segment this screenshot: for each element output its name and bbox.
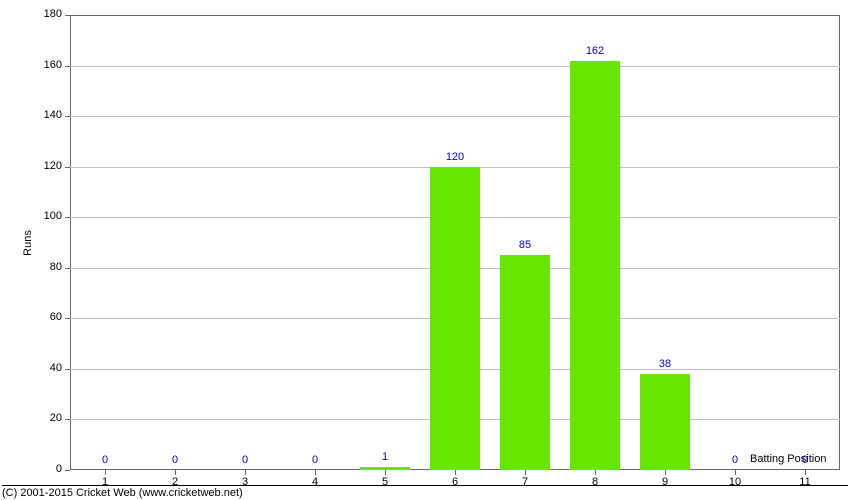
- y-tick: [65, 66, 70, 67]
- y-tick: [65, 470, 70, 471]
- x-tick: [175, 470, 176, 475]
- chart-container: Runs Batting Position (C) 2001-2015 Cric…: [0, 0, 850, 500]
- bar-value-label: 120: [430, 151, 480, 163]
- bar-value-label: 85: [500, 239, 550, 251]
- x-tick-label: 9: [650, 476, 680, 488]
- x-tick: [455, 470, 456, 475]
- bar-value-label: 0: [290, 454, 340, 466]
- x-tick-label: 3: [230, 476, 260, 488]
- y-tick-label: 0: [30, 463, 62, 475]
- x-tick: [315, 470, 316, 475]
- x-tick: [245, 470, 246, 475]
- y-tick-label: 100: [30, 210, 62, 222]
- x-tick-label: 2: [160, 476, 190, 488]
- x-tick: [805, 470, 806, 475]
- grid-line: [70, 66, 840, 67]
- y-tick: [65, 369, 70, 370]
- y-tick: [65, 217, 70, 218]
- y-tick-label: 60: [30, 311, 62, 323]
- x-tick-label: 10: [720, 476, 750, 488]
- x-tick: [665, 470, 666, 475]
- bar: [640, 374, 690, 470]
- bar-value-label: 0: [150, 454, 200, 466]
- y-tick-label: 180: [30, 8, 62, 20]
- y-tick: [65, 116, 70, 117]
- x-tick: [525, 470, 526, 475]
- y-tick: [65, 318, 70, 319]
- y-tick-label: 20: [30, 412, 62, 424]
- bar: [430, 167, 480, 470]
- y-tick-label: 40: [30, 362, 62, 374]
- x-tick-label: 1: [90, 476, 120, 488]
- x-tick: [385, 470, 386, 475]
- x-tick-label: 4: [300, 476, 330, 488]
- y-tick-label: 120: [30, 160, 62, 172]
- bar-value-label: 38: [640, 358, 690, 370]
- y-axis-label: Runs: [22, 230, 34, 256]
- y-tick: [65, 167, 70, 168]
- y-tick: [65, 419, 70, 420]
- grid-line: [70, 116, 840, 117]
- bar-value-label: 0: [710, 454, 760, 466]
- bar-value-label: 1: [360, 451, 410, 463]
- x-tick-label: 5: [370, 476, 400, 488]
- x-tick-label: 6: [440, 476, 470, 488]
- bar-value-label: 0: [80, 454, 130, 466]
- y-tick: [65, 15, 70, 16]
- bar: [500, 255, 550, 470]
- x-tick-label: 11: [790, 476, 820, 488]
- bar-value-label: 0: [780, 454, 830, 466]
- x-tick-label: 8: [580, 476, 610, 488]
- x-tick: [105, 470, 106, 475]
- x-tick: [735, 470, 736, 475]
- x-tick: [595, 470, 596, 475]
- bar: [570, 61, 620, 471]
- bar-value-label: 0: [220, 454, 270, 466]
- bar-value-label: 162: [570, 45, 620, 57]
- y-tick-label: 140: [30, 109, 62, 121]
- x-tick-label: 7: [510, 476, 540, 488]
- y-tick-label: 160: [30, 59, 62, 71]
- y-tick-label: 80: [30, 261, 62, 273]
- y-tick: [65, 268, 70, 269]
